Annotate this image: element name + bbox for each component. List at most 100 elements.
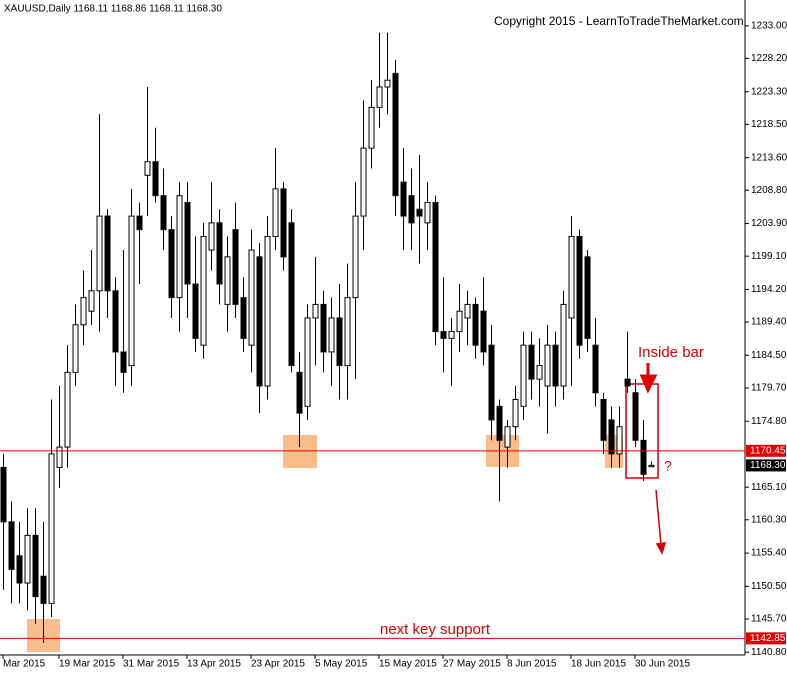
candle-body: [248, 249, 255, 346]
level-tag: [746, 632, 786, 645]
x-tick-label: Mar 2015: [3, 659, 46, 670]
y-tick-label: 1145.70: [751, 614, 787, 625]
candle-body: [32, 534, 39, 598]
y-tick-label: 1199.10: [751, 251, 787, 262]
candle-body: [240, 297, 247, 339]
chart-header: XAUUSD,Daily 1168.11 1168.86 1168.11 116…: [4, 4, 222, 15]
candle-body: [128, 215, 135, 367]
level-label: 1170.45: [750, 445, 786, 456]
candle-body: [24, 534, 31, 584]
arrow: [655, 489, 667, 555]
candle-body: [448, 331, 455, 339]
candle-body: [496, 405, 503, 441]
candle-body: [96, 215, 103, 292]
y-tick-label: 1194.20: [751, 284, 787, 295]
candle-body: [632, 392, 639, 441]
candle-body: [360, 147, 367, 217]
candle-body: [616, 426, 623, 455]
candle-body: [648, 464, 655, 468]
candle-body: [336, 317, 343, 367]
x-tick-label: 15 May 2015: [379, 659, 437, 670]
candle-body: [384, 79, 391, 88]
y-tick-label: 1150.50: [751, 581, 787, 592]
y-tick-label: 1140.80: [751, 647, 787, 658]
y-tick-label: 1208.80: [751, 185, 787, 196]
candle-body: [528, 344, 535, 380]
candle-body: [168, 229, 175, 299]
x-tick-label: 19 Mar 2015: [59, 659, 116, 670]
candle-body: [312, 303, 319, 319]
candle-body: [424, 201, 431, 224]
y-tick-label: 1174.80: [751, 416, 787, 427]
x-tick-label: 27 May 2015: [443, 659, 501, 670]
x-tick-label: 23 Apr 2015: [251, 659, 305, 670]
level-tag: [746, 444, 786, 457]
candle-body: [104, 215, 111, 292]
candle-body: [144, 161, 151, 176]
y-tick-label: 1155.40: [751, 548, 787, 559]
current-price-tag: [746, 459, 786, 472]
candle-body: [296, 371, 303, 414]
candle-body: [352, 215, 359, 299]
candle-body: [304, 317, 311, 407]
candle-body: [416, 208, 423, 217]
candle-body: [440, 331, 447, 339]
x-tick-label: 13 Apr 2015: [187, 659, 241, 670]
y-tick-label: 1165.10: [751, 482, 787, 493]
candle-body: [64, 371, 71, 448]
candle-body: [640, 439, 647, 475]
candle-body: [56, 446, 63, 468]
y-tick-label: 1228.20: [751, 53, 787, 64]
candle-body: [160, 195, 167, 231]
annotation: next key support: [380, 621, 491, 638]
candle-body: [288, 222, 295, 367]
candle-body: [568, 235, 575, 319]
candle-body: [16, 555, 23, 584]
inside-bar-box: [625, 383, 659, 479]
candle-body: [376, 86, 383, 108]
candle-body: [480, 310, 487, 353]
candle-body: [328, 317, 335, 353]
candle-body: [8, 521, 15, 570]
y-tick-label: 1213.60: [751, 152, 787, 163]
y-tick-label: 1184.50: [751, 350, 787, 361]
x-tick-label: 30 Jun 2015: [635, 659, 690, 670]
x-tick-label: 18 Jun 2015: [571, 659, 626, 670]
candle-body: [576, 235, 583, 346]
y-tick-label: 1223.30: [751, 86, 787, 97]
candle-body: [216, 222, 223, 285]
candle-body: [464, 303, 471, 319]
y-tick-label: 1189.40: [751, 317, 787, 328]
candle-body: [272, 188, 279, 237]
candle-body: [544, 344, 551, 387]
candle-body: [624, 378, 631, 387]
candle-body: [192, 283, 199, 339]
candle-body: [224, 256, 231, 305]
y-tick-label: 1160.30: [751, 514, 787, 525]
current-price-label: 1168.30: [750, 460, 786, 471]
candle-body: [120, 351, 127, 373]
candle-body: [136, 215, 143, 231]
candle-body: [584, 256, 591, 339]
candle-body: [0, 466, 7, 523]
candle-body: [408, 195, 415, 224]
y-tick-label: 1218.50: [751, 119, 787, 130]
candle-body: [512, 399, 519, 428]
candle-body: [504, 426, 511, 448]
candle-body: [600, 399, 607, 441]
x-tick-label: 8 Jun 2015: [507, 659, 557, 670]
copyright: Copyright 2015 - LearnToTradeTheMarket.c…: [494, 14, 744, 28]
candle-body: [176, 195, 183, 299]
candle-body: [264, 235, 271, 387]
candle-body: [112, 290, 119, 353]
candle-body: [488, 344, 495, 421]
candle-body: [344, 297, 351, 367]
level-label: 1142.85: [750, 633, 786, 644]
candle-body: [536, 365, 543, 380]
x-tick-label: 31 Mar 2015: [123, 659, 180, 670]
candle-body: [88, 290, 95, 312]
y-tick-label: 1179.70: [751, 383, 787, 394]
candle-body: [208, 222, 215, 251]
candle-body: [256, 256, 263, 387]
